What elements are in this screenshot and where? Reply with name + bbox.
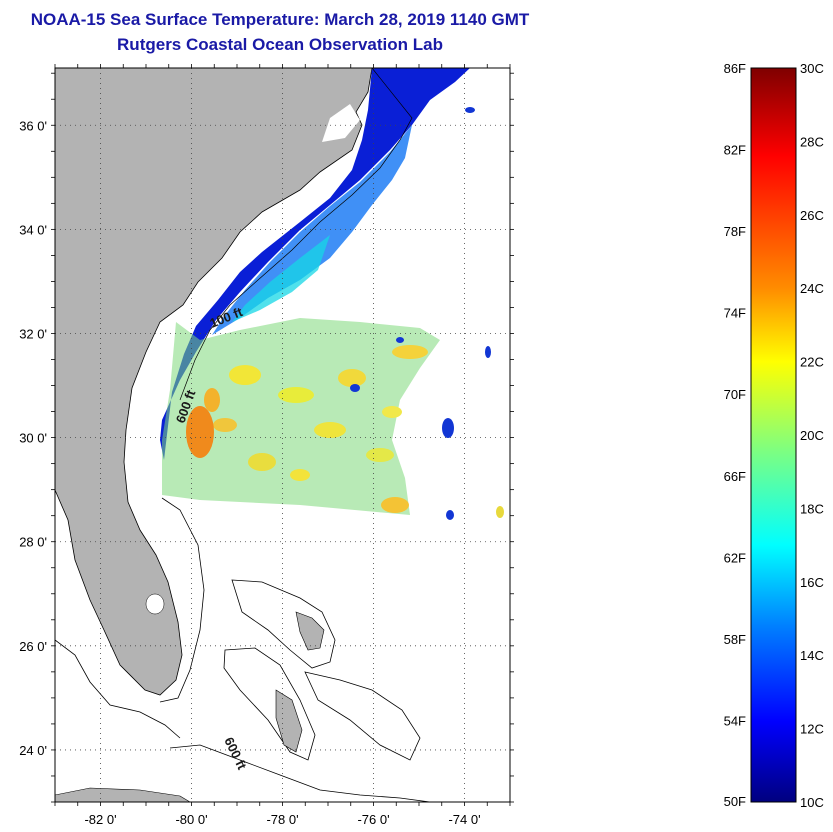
sst-shelf-cyan [232,235,330,322]
colorbar-fahrenheit-labels: 86F 82F 78F 74F 70F 66F 62F 58F 54F 50F [724,61,746,809]
latitude-labels: 36 0' 34 0' 32 0' 30 0' 28 0' 26 0' 24 0' [19,118,47,758]
sst-warm-patches [213,345,428,513]
lat-label: 24 0' [19,743,47,758]
bahamas-bank-contour [231,579,336,669]
colorbar-f-label: 70F [724,387,746,402]
bahamas-bank-contour-3 [304,671,421,761]
colorbar-f-label: 50F [724,794,746,809]
colorbar-f-label: 54F [724,713,746,728]
colorbar-f-label: 58F [724,632,746,647]
lat-label: 28 0' [19,535,47,550]
colorbar-f-label: 86F [724,61,746,76]
lon-label: -80 0' [175,812,207,827]
colorbar-celsius-labels: 30C 28C 26C 24C 22C 20C 18C 16C 14C 12C 10C [800,61,824,810]
colorbar-c-label: 26C [800,208,824,223]
pamlico-sound [322,104,360,142]
bahamas-land-andros [275,689,303,753]
sst-cool-specks [350,107,504,520]
colorbar-c-label: 24C [800,281,824,296]
lon-label: -78 0' [266,812,298,827]
map-frame [54,67,511,803]
gulf-shelf-contour [55,639,181,739]
keys-land [55,787,191,802]
colorbar-c-label: 22C [800,355,824,370]
colorbar-c-label: 14C [800,648,824,663]
colorbar-c-label: 30C [800,61,824,76]
lat-label: 32 0' [19,326,47,341]
lon-label: -82 0' [84,812,116,827]
map-subtitle: Rutgers Coastal Ocean Observation Lab [117,35,443,54]
lat-label: 36 0' [19,118,47,133]
florida-shelf-contour [159,497,205,703]
colorbar-c-label: 16C [800,575,824,590]
graticule [51,64,514,806]
colorbar-c-label: 12C [800,722,824,737]
sst-offshore-green [162,318,440,515]
colorbar-f-label: 74F [724,306,746,321]
gulf-stream-warm-core [186,406,214,458]
colorbar-c-label: 10C [800,795,824,810]
lon-label: -76 0' [357,812,389,827]
gulf-stream-warm-edge [204,388,220,412]
lat-label: 34 0' [19,222,47,237]
bahamas-land-1 [295,611,325,651]
map-title: NOAA-15 Sea Surface Temperature: March 2… [30,10,530,29]
shelf-100ft-contour [179,68,413,401]
colorbar-c-label: 20C [800,428,824,443]
colorbar [750,67,797,803]
colorbar-c-label: 28C [800,134,824,149]
lat-label: 30 0' [19,431,47,446]
lon-label: -74 0' [448,812,480,827]
colorbar-c-label: 18C [800,501,824,516]
us-mainland-land [55,68,373,696]
lat-label: 26 0' [19,639,47,654]
longitude-labels: -82 0' -80 0' -78 0' -76 0' -74 0' [84,812,480,827]
colorbar-f-label: 62F [724,550,746,565]
colorbar-f-label: 78F [724,224,746,239]
colorbar-f-label: 66F [724,469,746,484]
bahamas-bank-contour-2 [223,647,316,761]
lake-okeechobee [145,593,165,615]
colorbar-f-label: 82F [724,143,746,158]
cuba-contour [169,744,431,802]
